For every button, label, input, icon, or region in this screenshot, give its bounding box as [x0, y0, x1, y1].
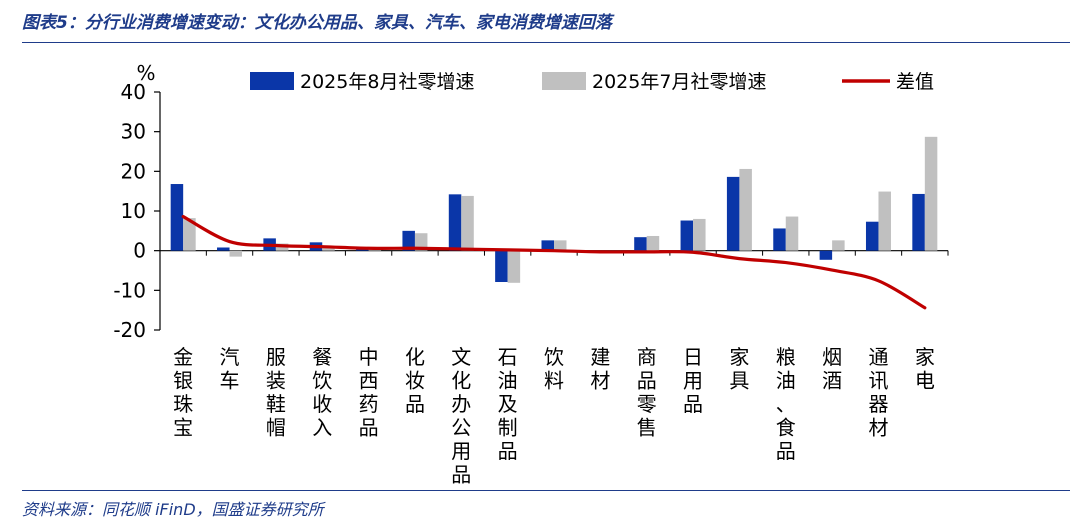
- y-tick-label: 30: [121, 120, 146, 144]
- bar-aug: [865, 221, 879, 251]
- bar-jul: [693, 218, 706, 251]
- bar-aug: [495, 250, 508, 283]
- category-label: 中西药品: [359, 345, 379, 440]
- source-rule: [22, 490, 1070, 491]
- bar-aug: [819, 250, 833, 260]
- bar-aug: [356, 249, 369, 251]
- bar-aug: [773, 228, 786, 251]
- bar-jul: [832, 240, 845, 251]
- bar-jul: [461, 195, 474, 251]
- category-label: 服装鞋帽: [266, 345, 286, 440]
- bar-jul: [507, 250, 521, 283]
- bar-jul: [554, 240, 567, 251]
- bar-aug: [726, 176, 740, 251]
- legend-swatch-aug: [250, 72, 294, 90]
- y-tick-label: 10: [121, 199, 146, 223]
- bar-aug: [402, 230, 415, 251]
- y-tick-label: 20: [121, 159, 146, 183]
- y-tick-label: -20: [113, 318, 146, 342]
- y-tick-label: 0: [133, 239, 146, 263]
- diff-line: [181, 214, 927, 310]
- category-label: 家电: [915, 345, 935, 393]
- category-label: 化妆品: [405, 345, 425, 416]
- y-axis-unit: %: [136, 61, 155, 85]
- category-label: 日用品: [683, 345, 703, 416]
- diff-line-layer: [181, 214, 927, 310]
- legend-label: 2025年8月社零增速: [300, 71, 474, 93]
- y-tick-label: 40: [121, 80, 146, 104]
- category-label: 建材: [590, 345, 610, 393]
- bar-aug: [912, 193, 925, 251]
- bar-aug: [541, 240, 554, 251]
- category-label: 通讯器材: [868, 345, 888, 440]
- figure-source: 资料来源：同花顺 iFinD，国盛证券研究所: [22, 500, 324, 519]
- bar-aug: [680, 220, 694, 251]
- category-label: 餐饮收入: [312, 345, 332, 440]
- axes: -20 -10 0 10 20 30 40%: [113, 61, 949, 342]
- category-label: 家具: [729, 345, 749, 393]
- category-label: 烟酒: [822, 345, 842, 393]
- legend-swatch-jul: [542, 72, 586, 90]
- bar-jul: [229, 250, 243, 257]
- bar-jul: [414, 233, 428, 251]
- bar-aug: [634, 237, 647, 251]
- bar-jul: [183, 218, 196, 251]
- category-label: 饮料: [544, 345, 564, 393]
- category-label: 汽车: [220, 345, 240, 393]
- category-label: 文化办公用品: [451, 345, 471, 487]
- category-label: 粮油、食品: [776, 345, 796, 463]
- bar-aug: [217, 247, 230, 251]
- bar-jul: [924, 136, 938, 251]
- y-tick-label: -10: [113, 278, 146, 302]
- chart: -20 -10 0 10 20 30 40% 金银珠宝 汽车 服装鞋帽 餐饮收入 中西药品 化妆品 文化…: [113, 61, 949, 487]
- bars: [170, 136, 938, 283]
- category-label: 石油及制品: [498, 345, 518, 463]
- bar-aug: [448, 194, 462, 251]
- bar-jul: [739, 168, 752, 251]
- legend-label: 2025年7月社零增速: [592, 71, 766, 93]
- bar-jul: [878, 191, 891, 251]
- bar-jul: [785, 216, 799, 251]
- title-rule: [22, 42, 1070, 43]
- legend-label: 差值: [896, 71, 934, 93]
- legend: 2025年8月社零增速 2025年7月社零增速 差值: [250, 71, 934, 93]
- bar-aug: [170, 184, 184, 251]
- figure-title: 图表5：分行业消费增速变动：文化办公用品、家具、汽车、家电消费增速回落: [22, 13, 612, 33]
- category-label: 商品零售: [637, 345, 657, 440]
- bar-jul: [646, 235, 660, 251]
- category-label: 金银珠宝: [173, 345, 193, 440]
